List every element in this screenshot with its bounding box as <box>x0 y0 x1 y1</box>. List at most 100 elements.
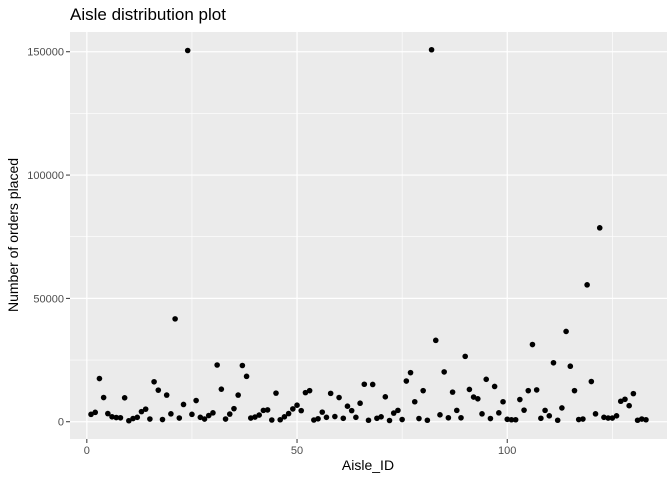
data-point <box>336 394 342 401</box>
data-point <box>596 225 603 231</box>
data-point <box>126 417 132 424</box>
data-point <box>235 392 241 398</box>
data-point <box>479 411 485 417</box>
data-point <box>584 282 590 288</box>
data-point <box>550 359 557 366</box>
data-point <box>424 417 431 424</box>
data-point <box>369 381 376 388</box>
data-point <box>437 412 443 418</box>
data-point <box>487 415 494 422</box>
data-point <box>504 416 511 423</box>
data-point <box>592 411 599 417</box>
data-point <box>542 407 548 414</box>
data-point <box>302 389 309 396</box>
data-point <box>340 415 347 422</box>
data-point <box>390 410 397 416</box>
data-point <box>294 402 300 409</box>
data-point <box>105 410 111 417</box>
data-point <box>243 373 250 380</box>
data-point <box>264 407 271 413</box>
data-point <box>176 415 183 421</box>
data-point <box>184 47 191 54</box>
data-point <box>361 381 368 388</box>
data-point <box>538 415 544 422</box>
data-point <box>601 414 607 421</box>
data-point <box>617 398 624 405</box>
data-point <box>575 416 582 423</box>
data-point <box>546 413 553 419</box>
data-point <box>260 407 267 414</box>
data-point <box>151 378 157 385</box>
data-point <box>205 412 212 419</box>
data-point <box>441 369 447 375</box>
data-point <box>559 405 565 411</box>
data-point <box>386 417 393 424</box>
data-point <box>626 402 632 409</box>
x-axis-ticks: 0 50 100 <box>84 439 516 457</box>
data-point <box>529 341 536 348</box>
data-point <box>285 410 292 417</box>
data-point <box>323 414 330 421</box>
y-axis-title: Number of orders placed <box>5 158 21 312</box>
data-point <box>273 390 279 396</box>
data-point <box>470 394 477 400</box>
data-point <box>521 407 527 413</box>
data-point <box>113 414 120 421</box>
data-point <box>117 414 124 421</box>
data-point <box>378 414 384 420</box>
data-point <box>449 389 456 395</box>
data-point <box>218 386 225 392</box>
data-point <box>327 390 334 397</box>
data-point <box>214 362 220 368</box>
data-point <box>155 387 162 393</box>
data-point <box>290 406 296 412</box>
data-point <box>357 400 363 407</box>
data-point <box>580 416 586 422</box>
data-point <box>500 398 506 405</box>
data-point <box>332 413 338 420</box>
data-point <box>344 403 351 409</box>
data-point <box>496 410 502 416</box>
data-point <box>189 411 195 418</box>
data-point <box>130 415 136 422</box>
y-axis-ticks: 0 50000 100000 150000 <box>27 47 70 429</box>
data-point <box>395 407 401 414</box>
data-point <box>525 387 532 394</box>
data-point <box>420 387 426 394</box>
data-point <box>563 328 569 335</box>
data-point <box>432 337 439 344</box>
data-point <box>96 375 103 382</box>
data-point <box>281 414 288 420</box>
data-point <box>88 411 94 418</box>
data-point <box>134 414 141 421</box>
data-point <box>466 386 473 393</box>
data-point <box>100 394 107 401</box>
data-point <box>613 413 620 419</box>
data-point <box>365 417 372 424</box>
data-point <box>269 417 275 423</box>
data-point <box>239 362 246 369</box>
data-point <box>416 415 422 422</box>
data-point <box>142 406 149 412</box>
data-point <box>508 416 515 423</box>
data-point <box>201 416 208 422</box>
data-point <box>403 378 410 384</box>
data-point <box>399 416 405 423</box>
data-point <box>222 416 229 422</box>
data-point <box>298 407 305 414</box>
data-point <box>306 387 313 394</box>
data-point <box>147 416 153 422</box>
data-point <box>353 414 359 421</box>
data-point <box>193 397 199 404</box>
data-point <box>180 401 187 408</box>
data-point <box>634 417 641 424</box>
data-point <box>475 395 481 402</box>
chart-title: Aisle distribution plot <box>70 5 226 24</box>
data-point <box>554 417 561 424</box>
data-point <box>588 378 595 385</box>
data-point <box>277 416 284 423</box>
data-point <box>453 407 460 414</box>
data-point <box>159 416 166 423</box>
data-points <box>88 46 649 424</box>
y-tick-label: 150000 <box>27 47 64 59</box>
